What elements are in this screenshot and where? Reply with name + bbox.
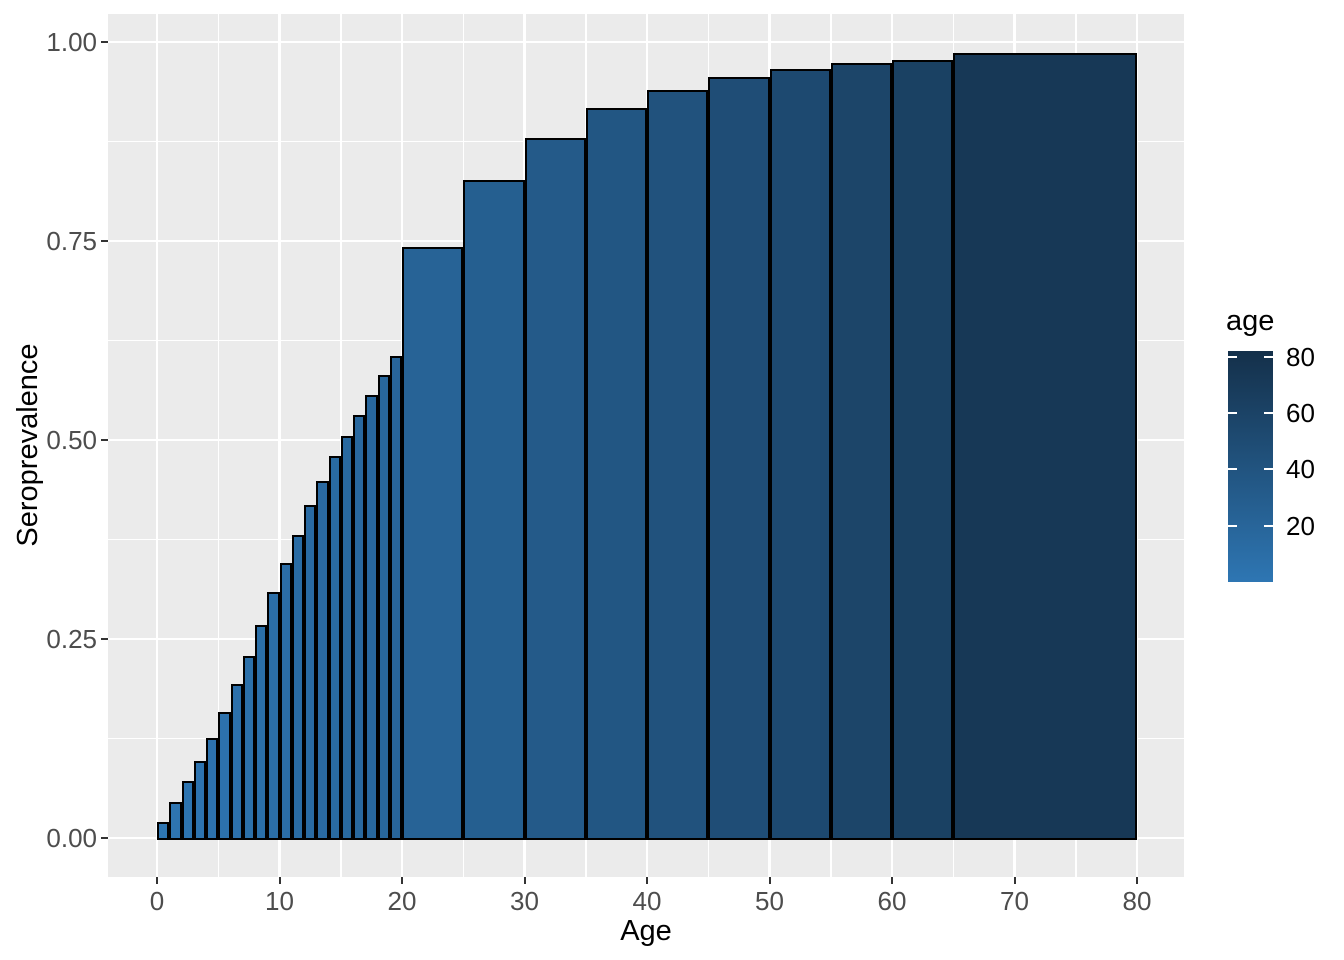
legend-title: age [1226,305,1275,337]
x-major-gridline [278,14,281,877]
y-tick-mark [101,41,108,43]
legend-tick-label: 80 [1286,341,1315,372]
legend-tick-label: 40 [1286,454,1315,485]
y-tick-mark [101,439,108,441]
bar [524,138,586,841]
bar [157,822,170,841]
x-tick-label: 80 [1122,886,1152,916]
bar [353,415,366,841]
legend-tick-label: 20 [1286,510,1315,541]
bar [377,374,390,841]
plot-panel [108,14,1184,877]
bar [279,563,292,841]
x-tick-mark [891,877,893,884]
x-tick-label: 0 [149,886,165,916]
legend-tick-label: 60 [1286,397,1315,428]
x-minor-gridline [217,14,219,877]
bar [206,737,219,841]
bar [708,77,770,841]
legend-tick-mark [1228,524,1237,527]
x-tick-label: 60 [877,886,907,916]
bar [647,89,709,841]
bar [304,505,317,841]
bar [181,781,194,841]
bar [328,455,341,841]
bar [291,534,304,841]
bar [340,436,353,841]
y-tick-mark [101,240,108,242]
x-tick-mark [646,877,648,884]
y-tick-mark [101,837,108,839]
legend-tick-mark [1228,411,1237,414]
x-major-gridline [155,14,159,877]
bar [218,712,231,841]
bar [316,480,329,841]
x-axis-title: Age [620,915,672,947]
bar [830,62,892,841]
x-tick-mark [278,877,281,884]
bar [193,760,206,841]
bar [953,53,1137,841]
legend-tick-mark [1228,468,1237,471]
x-tick-mark [401,877,403,884]
legend-tick-mark [1264,524,1273,527]
x-tick-mark [156,877,158,884]
bar [402,246,464,841]
x-tick-label: 70 [1000,886,1029,916]
bar [267,592,280,841]
legend-tick-mark [1264,411,1273,414]
x-major-gridline [1135,14,1139,877]
y-tick-label: 0.00 [46,823,97,853]
legend-tick-mark [1264,468,1273,471]
x-tick-label: 10 [265,886,294,916]
bar [769,69,831,841]
y-tick-mark [101,638,108,640]
bar [230,684,243,841]
legend-colorbar [1228,351,1273,582]
x-tick-mark [768,877,771,884]
bar [365,394,378,841]
bar [585,108,647,841]
y-tick-label: 1.00 [46,27,97,57]
y-tick-label: 0.50 [46,425,97,455]
x-tick-label: 30 [510,886,539,916]
legend-tick-mark [1264,355,1273,358]
x-tick-label: 50 [755,886,784,916]
bar [389,356,402,841]
x-tick-label: 40 [632,886,662,916]
y-tick-label: 0.75 [46,226,97,256]
x-tick-mark [523,877,526,884]
legend-tick-mark [1228,355,1237,358]
y-tick-label: 0.25 [46,624,97,654]
x-tick-mark [1013,877,1016,884]
x-tick-mark [1136,877,1138,884]
bar [242,655,255,841]
bar [892,60,954,841]
x-tick-label: 20 [387,886,417,916]
bar [169,802,182,841]
bar [463,179,525,841]
bar [255,624,268,841]
